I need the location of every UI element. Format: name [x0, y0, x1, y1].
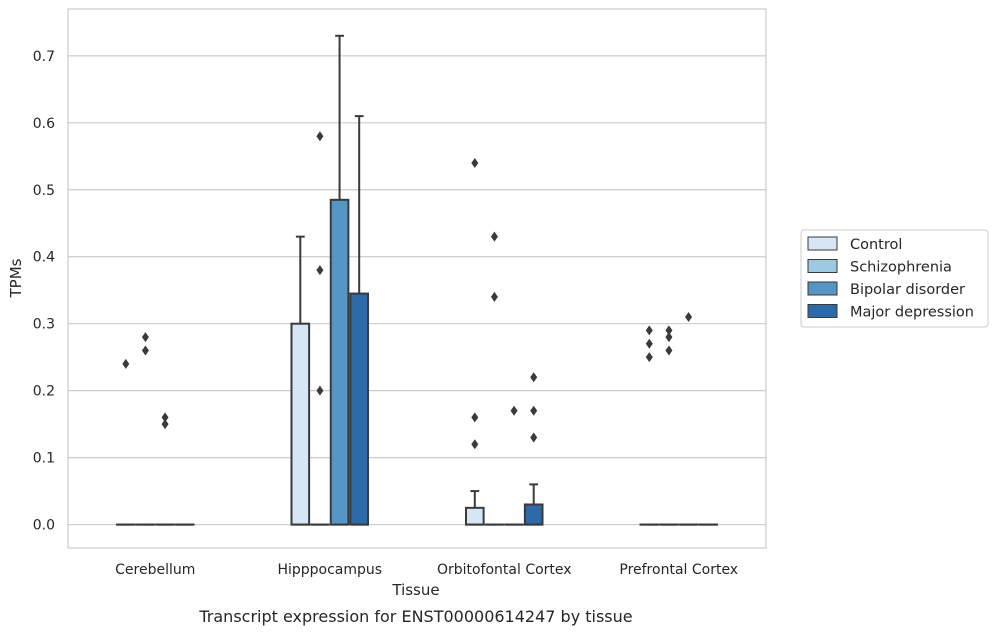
box-3-2	[678, 312, 699, 526]
outlier-point	[471, 158, 479, 168]
box-3-1	[659, 325, 679, 526]
box-0-0	[115, 358, 136, 526]
box-rect	[329, 198, 350, 526]
outlier-point	[490, 291, 498, 302]
outlier-point	[316, 131, 324, 142]
legend-label: Control	[850, 237, 902, 253]
x-tick-label: Hipppocampus	[277, 562, 382, 578]
legend-label: Schizophrenia	[850, 260, 952, 276]
boxes-layer	[115, 34, 719, 526]
box-1-1	[310, 131, 330, 526]
box-rect	[523, 503, 544, 526]
box-rect	[349, 292, 370, 526]
legend-label: Bipolar disorder	[850, 282, 965, 298]
y-tick-label: 0.0	[33, 518, 55, 534]
outlier-point	[645, 325, 653, 336]
y-tick-label: 0.2	[33, 384, 55, 400]
legend-item: Bipolar disorder	[807, 281, 965, 298]
x-tick-label: Cerebellum	[115, 562, 195, 578]
legend-swatch	[807, 304, 838, 318]
y-axis-title: TPMs	[7, 258, 25, 298]
y-tick-label: 0.1	[33, 451, 55, 467]
outlier-point	[530, 405, 538, 416]
legend-item: Control	[807, 236, 902, 253]
legend-label: Major depression	[850, 305, 974, 321]
x-tick-label: Prefrontal Cortex	[619, 562, 738, 578]
legend-frame	[800, 229, 989, 328]
gridlines	[68, 55, 766, 526]
box-2-2	[504, 405, 524, 526]
outlier-point	[665, 325, 673, 336]
outlier-point	[122, 358, 130, 369]
outlier-point	[471, 439, 479, 450]
outlier-point	[490, 231, 498, 242]
outlier-point	[510, 405, 518, 416]
y-tick-label: 0.5	[33, 183, 55, 199]
legend-swatch	[807, 236, 838, 251]
box-rect	[464, 506, 485, 526]
box-2-1	[484, 231, 505, 526]
x-tick-label: Orbitofontal Cortex	[437, 562, 572, 578]
y-tick-label: 0.7	[33, 49, 55, 65]
outlier-point	[665, 332, 673, 343]
outlier-point	[316, 265, 324, 276]
outlier-point	[645, 352, 653, 363]
y-tick-label: 0.4	[33, 250, 55, 266]
y-tick-label: 0.3	[33, 317, 55, 333]
chart-caption: Transcript expression for ENST0000061424…	[198, 607, 632, 626]
legend-swatch	[807, 259, 838, 273]
outlier-point	[645, 338, 653, 349]
x-axis-ticks: Cerebellum Hipppocampus Orbitofontal Corte…	[115, 562, 738, 578]
outlier-point	[530, 432, 538, 443]
legend-item: Major depression	[807, 304, 974, 321]
outlier-point	[685, 312, 693, 322]
box-1-0	[290, 235, 311, 526]
box-rect	[290, 322, 311, 526]
plot-frame	[67, 8, 767, 549]
y-tick-label: 0.6	[33, 116, 55, 132]
outlier-point	[141, 332, 149, 343]
outlier-point	[665, 345, 673, 356]
outlier-point	[471, 412, 479, 423]
outlier-point	[161, 412, 169, 423]
box-0-1	[135, 332, 156, 526]
box-1-2	[329, 34, 350, 526]
box-1-3	[349, 115, 370, 526]
outlier-point	[530, 372, 538, 383]
outlier-point	[141, 345, 149, 356]
x-axis-title: Tissue	[391, 581, 439, 599]
outlier-point	[161, 419, 169, 430]
outlier-point	[316, 385, 324, 396]
box-2-0	[464, 158, 485, 526]
box-0-2	[155, 412, 175, 526]
box-2-3	[523, 372, 544, 526]
box-3-0	[639, 325, 660, 526]
legend-item: Schizophrenia	[807, 259, 952, 276]
plot-area	[68, 9, 766, 548]
legend: Control Schizophrenia Bipolar disorder Majo…	[800, 229, 989, 328]
y-axis-ticks: 0.0 0.1 0.2 0.3 0.4 0.5 0.6 0.7	[33, 49, 55, 534]
legend-swatch	[807, 281, 838, 296]
